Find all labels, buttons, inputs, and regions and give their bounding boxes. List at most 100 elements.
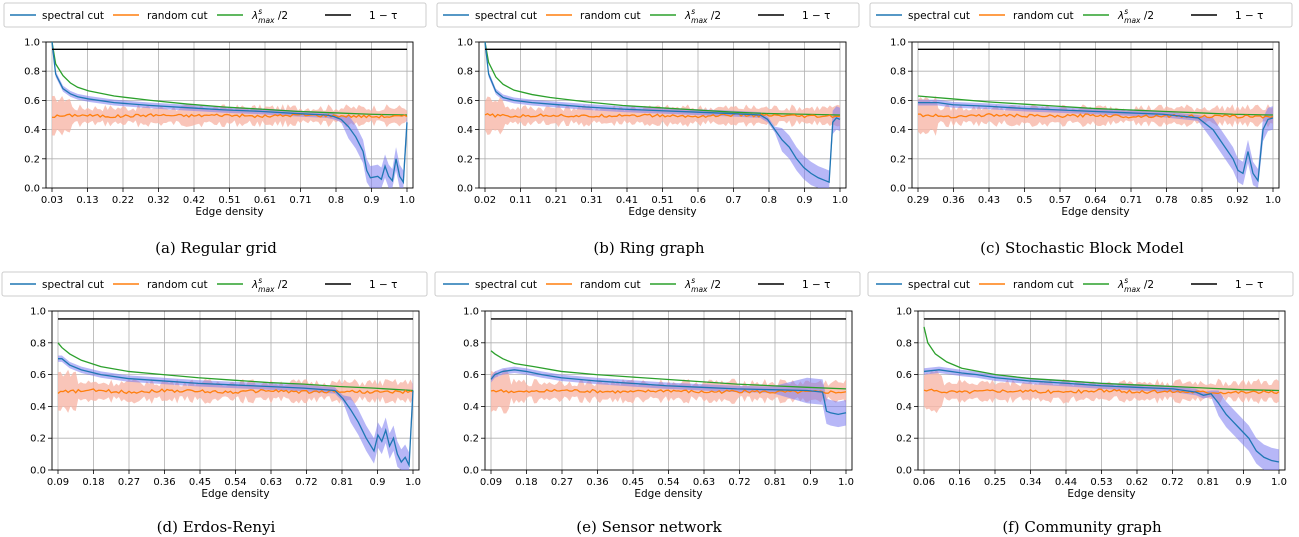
y-tick-label: 0.0: [896, 466, 912, 477]
y-tick-label: 0.4: [24, 125, 40, 136]
lambda-max-line: [490, 350, 847, 390]
chart-sensor-network: spectral cut random cut λs max /2 1 − τ0.00.…: [434, 271, 861, 536]
x-tick-label: 0.45: [622, 477, 644, 488]
x-tick-label: 0.9: [364, 195, 380, 206]
chart-stochastic-block-model: spectral cut random cut λs max /2 1 − τ0.00.…: [869, 2, 1293, 257]
x-tick-label: 0.27: [118, 477, 140, 488]
legend-label-lambda: λs max /2: [1117, 276, 1154, 294]
x-tick-label: 0.6: [690, 195, 706, 206]
legend-label-tau: 1 − τ: [369, 279, 397, 291]
legend-label-spectral: spectral cut: [42, 10, 104, 22]
legend-label-tau: 1 − τ: [1235, 10, 1263, 22]
spectral-cut-band: [918, 99, 1273, 188]
x-tick-label: 1.0: [405, 477, 421, 488]
panel-ring-graph: spectral cut random cut λs max /2 1 − τ 0.0 0.…: [433, 0, 866, 268]
x-tick-label: 0.62: [1126, 477, 1148, 488]
y-tick-label: 0.2: [896, 434, 912, 445]
x-tick-label: 0.51: [218, 195, 240, 206]
panel-community-graph: spectral cut random cut λs max /2 1 − τ 0.0 0.…: [866, 269, 1299, 537]
subfigure-caption: (b) Ring graph: [593, 239, 705, 257]
y-tick-label: 0.0: [463, 466, 479, 477]
x-tick-label: 0.02: [474, 195, 496, 206]
lambda-max-line: [484, 41, 841, 116]
x-tick-label: 0.34: [1019, 477, 1041, 488]
x-tick-label: 0.13: [76, 195, 98, 206]
y-tick-label: 0.6: [457, 96, 473, 107]
y-tick-label: 0.0: [30, 466, 46, 477]
spectral-cut-band: [52, 42, 407, 188]
legend-label-lambda: λs max /2: [684, 276, 721, 294]
x-tick-label: 0.78: [1155, 195, 1177, 206]
legend-label-random: random cut: [1013, 10, 1074, 22]
legend: spectral cut random cut λs max /2 1 − τ: [436, 2, 860, 28]
x-tick-label: 0.36: [586, 477, 608, 488]
x-tick-label: 0.29: [907, 195, 929, 206]
subfigure-caption: (d) Erdos-Renyi: [157, 518, 276, 536]
legend: spectral cut random cut λs max /2 1 − τ: [1, 271, 428, 297]
x-tick-label: 0.32: [147, 195, 169, 206]
y-tick-label: 0.6: [30, 370, 46, 381]
x-axis-label: Edge density: [1061, 206, 1129, 218]
y-tick-label: 0.8: [890, 67, 906, 78]
legend-label-lambda: λs max /2: [684, 7, 721, 25]
y-tick-label: 0.2: [890, 154, 906, 165]
x-tick-label: 0.41: [616, 195, 638, 206]
x-tick-label: 0.71: [1120, 195, 1142, 206]
x-tick-label: 0.21: [545, 195, 567, 206]
y-tick-label: 1.0: [30, 307, 46, 318]
x-tick-label: 0.7: [726, 195, 742, 206]
y-tick-label: 0.6: [896, 370, 912, 381]
y-tick-label: 0.2: [463, 434, 479, 445]
lambda-max-line: [917, 95, 1274, 116]
legend-label-tau: 1 − τ: [802, 279, 830, 291]
legend-label-spectral: spectral cut: [475, 10, 537, 22]
x-tick-label: 1.0: [1271, 477, 1287, 488]
x-tick-label: 0.44: [1055, 477, 1077, 488]
spectral-cut-band: [491, 366, 846, 428]
x-tick-label: 0.09: [47, 477, 69, 488]
chart-ring-graph: spectral cut random cut λs max /2 1 − τ0.00.…: [436, 2, 860, 257]
x-tick-label: 1.0: [832, 195, 848, 206]
legend-label-spectral: spectral cut: [908, 279, 970, 291]
legend: spectral cut random cut λs max /2 1 − τ: [434, 271, 861, 297]
random-cut-line: [923, 388, 1280, 395]
x-tick-label: 1.0: [838, 477, 854, 488]
x-tick-label: 1.0: [1265, 195, 1281, 206]
x-tick-label: 0.11: [509, 195, 531, 206]
spectral-cut-line: [51, 41, 408, 185]
x-tick-label: 0.45: [189, 477, 211, 488]
x-axis-label: Edge density: [201, 488, 269, 500]
legend-label-tau: 1 − τ: [802, 10, 830, 22]
y-tick-label: 0.6: [24, 96, 40, 107]
legend-label-random: random cut: [580, 10, 641, 22]
legend-label-lambda: λs max /2: [1117, 7, 1154, 25]
chart-erdos-renyi: spectral cut random cut λs max /2 1 − τ0.00.…: [1, 271, 428, 536]
legend-label-spectral: spectral cut: [908, 10, 970, 22]
y-tick-label: 0.0: [24, 184, 40, 195]
random-cut-line: [490, 388, 847, 394]
x-tick-label: 0.36: [153, 477, 175, 488]
random-cut-line: [51, 113, 408, 119]
x-tick-label: 0.09: [480, 477, 502, 488]
y-tick-label: 0.2: [457, 154, 473, 165]
x-tick-label: 0.54: [224, 477, 246, 488]
y-tick-label: 1.0: [457, 38, 473, 49]
y-tick-label: 0.8: [30, 338, 46, 349]
x-tick-label: 0.8: [328, 195, 344, 206]
x-tick-label: 0.92: [1226, 195, 1248, 206]
x-tick-label: 0.57: [1049, 195, 1071, 206]
x-tick-label: 0.9: [803, 477, 819, 488]
y-tick-label: 0.8: [463, 338, 479, 349]
y-tick-label: 0.2: [30, 434, 46, 445]
x-tick-label: 0.16: [948, 477, 970, 488]
x-tick-label: 0.18: [82, 477, 104, 488]
x-tick-label: 0.81: [1197, 477, 1219, 488]
x-tick-label: 0.72: [728, 477, 750, 488]
panel-erdos-renyi: spectral cut random cut λs max /2 1 − τ 0.0 0.…: [0, 269, 433, 537]
legend-label-lambda: λs max /2: [251, 7, 288, 25]
x-tick-label: 0.27: [551, 477, 573, 488]
x-tick-label: 0.18: [515, 477, 537, 488]
x-tick-label: 0.8: [761, 195, 777, 206]
x-tick-label: 0.42: [183, 195, 205, 206]
random-cut-band: [52, 95, 407, 136]
